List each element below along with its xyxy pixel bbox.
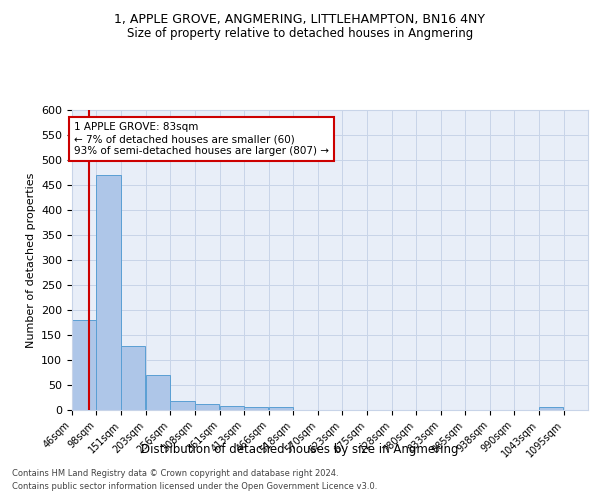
Y-axis label: Number of detached properties: Number of detached properties — [26, 172, 35, 348]
Text: Distribution of detached houses by size in Angmering: Distribution of detached houses by size … — [141, 442, 459, 456]
Bar — [195, 404, 219, 410]
Text: 1, APPLE GROVE, ANGMERING, LITTLEHAMPTON, BN16 4NY: 1, APPLE GROVE, ANGMERING, LITTLEHAMPTON… — [115, 12, 485, 26]
Text: Size of property relative to detached houses in Angmering: Size of property relative to detached ho… — [127, 28, 473, 40]
Bar — [220, 406, 244, 410]
Text: Contains HM Land Registry data © Crown copyright and database right 2024.: Contains HM Land Registry data © Crown c… — [12, 468, 338, 477]
Bar — [146, 375, 170, 410]
Text: Contains public sector information licensed under the Open Government Licence v3: Contains public sector information licen… — [12, 482, 377, 491]
Bar — [72, 320, 96, 410]
Bar — [244, 407, 268, 410]
Bar — [121, 346, 145, 410]
Bar — [269, 406, 293, 410]
Bar — [170, 401, 194, 410]
Text: 1 APPLE GROVE: 83sqm
← 7% of detached houses are smaller (60)
93% of semi-detach: 1 APPLE GROVE: 83sqm ← 7% of detached ho… — [74, 122, 329, 156]
Bar — [539, 407, 563, 410]
Bar — [97, 175, 121, 410]
